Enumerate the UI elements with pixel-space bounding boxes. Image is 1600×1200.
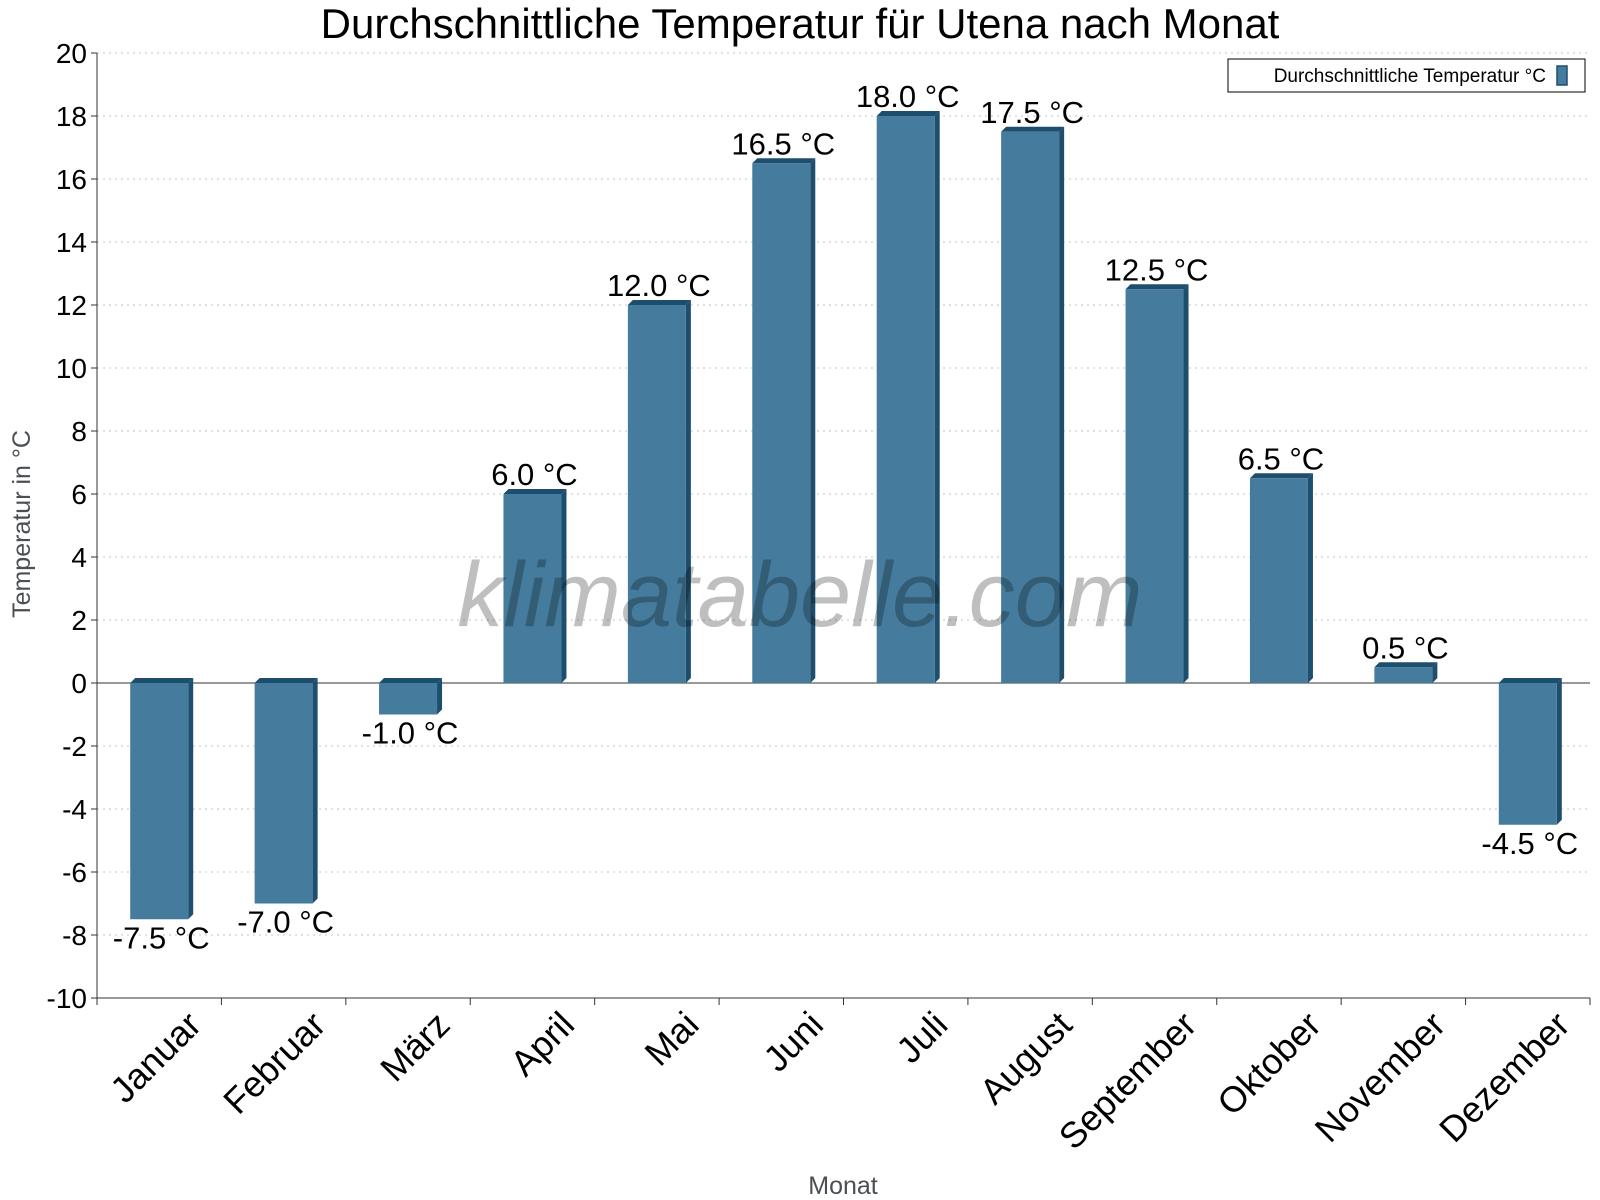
y-tick-label: -8 [62,920,87,951]
bar [1498,678,1562,825]
bar-side [312,678,318,904]
bars [130,111,1562,920]
data-label: 16.5 °C [731,126,835,161]
bar [254,678,318,904]
bar-front [1498,683,1557,825]
legend-swatch [1556,65,1568,86]
bar-side [1307,473,1313,683]
bar-top [254,678,318,683]
chart-title: Durchschnittliche Temperatur für Utena n… [321,0,1280,47]
bar-front [503,494,562,683]
y-tick-label: 20 [56,38,87,69]
legend-label: Durchschnittliche Temperatur °C [1274,66,1546,87]
bar-side [188,678,194,920]
y-tick-label: -6 [62,857,87,888]
bar-top [627,300,691,305]
bar-top [379,678,443,683]
data-label: -7.5 °C [113,920,210,955]
x-axis-title: Monat [808,1172,878,1200]
bar-front [627,305,686,683]
bar-side [1059,126,1065,683]
bar [1001,126,1065,683]
bar-top [1374,662,1438,668]
legend: Durchschnittliche Temperatur °C [1227,58,1586,93]
bar [1249,473,1313,683]
data-label: 6.5 °C [1238,441,1325,476]
y-tick-label: 4 [71,542,87,573]
bar-side [437,678,443,715]
data-label: 12.0 °C [607,268,711,303]
bar [876,111,940,683]
bar-top [503,489,567,494]
data-label: 0.5 °C [1362,630,1449,665]
bar [130,678,194,920]
y-tick-label: 0 [71,668,87,699]
data-label: 6.0 °C [491,457,578,492]
bar [1125,284,1189,683]
data-label: -1.0 °C [362,716,459,751]
y-tick-label: -10 [47,983,87,1014]
bar-top [752,158,816,164]
bar-front [1249,478,1308,683]
bar-side [810,158,816,683]
y-tick-label: 14 [56,227,87,258]
bar-side [561,489,567,683]
bar [752,158,816,683]
bar-side [1183,284,1189,683]
y-tick-label: -2 [62,731,87,762]
bar-top [1249,473,1313,479]
bar-front [1374,667,1433,683]
bar-front [254,683,313,904]
bar-top [1125,284,1189,290]
bar-front [1001,131,1060,683]
bar-front [752,163,811,683]
bar-side [1556,678,1562,825]
y-axis-title: Temperatur in °C [8,430,36,618]
y-tick-label: 8 [71,416,87,447]
watermark: klimatabelle.com [457,544,1142,646]
y-tick-label: 10 [56,353,87,384]
y-tick-label: 16 [56,164,87,195]
data-label: -7.0 °C [237,905,334,940]
bar-side [934,111,940,683]
data-label: 18.0 °C [856,79,960,114]
y-tick-label: 6 [71,479,87,510]
data-label: -4.5 °C [1481,826,1578,861]
y-axis-ticks: -10 -8 -6 -4 -2 0 2 4 6 8 10 12 14 16 18 20 [47,38,97,1014]
y-tick-label: 12 [56,290,87,321]
bar-front [379,683,438,715]
bar-top [1498,678,1562,683]
y-tick-label: -4 [62,794,87,825]
bar-front [876,116,935,683]
bar-side [1432,662,1438,683]
legend-box [1227,58,1586,93]
bar [627,300,691,683]
y-tick-label: 2 [71,605,87,636]
data-label: 17.5 °C [980,95,1084,130]
y-tick-label: 18 [56,101,87,132]
data-label: 12.5 °C [1105,252,1209,287]
bar [379,678,443,715]
bar-front [130,683,189,920]
bar-top [130,678,194,683]
bar-top [1001,126,1065,132]
bar-top [876,111,940,116]
bar-side [685,300,691,683]
bar-front [1125,289,1184,683]
bar [1374,662,1438,683]
bar [503,489,567,683]
data-labels: -7.5 °C -7.0 °C -1.0 °C 6.0 °C 12.0 °C 16.5 °… [113,79,1578,955]
